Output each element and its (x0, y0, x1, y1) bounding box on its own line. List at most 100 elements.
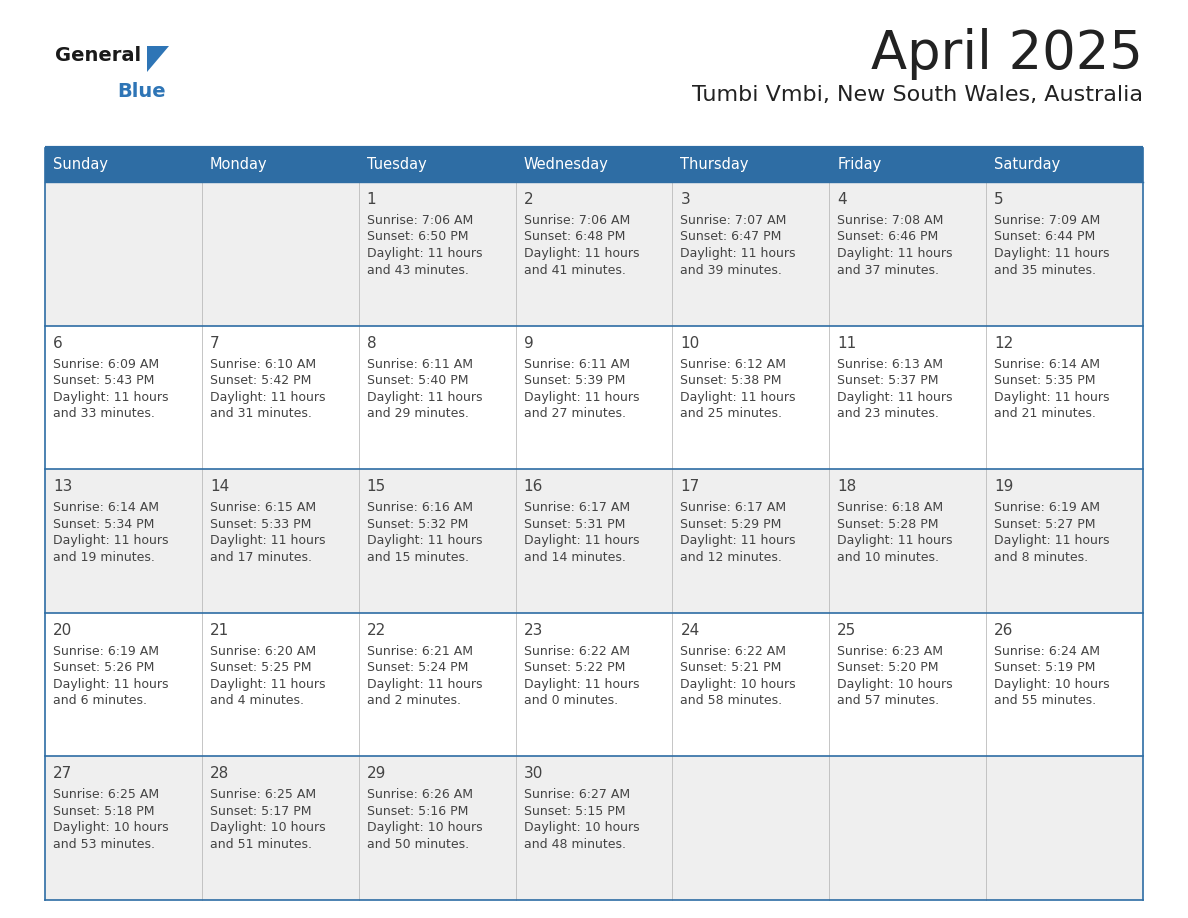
Text: Sunrise: 7:06 AM: Sunrise: 7:06 AM (524, 214, 630, 227)
Bar (45, 756, 202, 900)
Text: Sunset: 5:35 PM: Sunset: 5:35 PM (994, 375, 1095, 387)
Text: Sunrise: 6:19 AM: Sunrise: 6:19 AM (994, 501, 1100, 514)
Bar (986, 326, 1143, 469)
Text: Daylight: 10 hours: Daylight: 10 hours (838, 677, 953, 691)
Text: Sunset: 5:26 PM: Sunset: 5:26 PM (53, 661, 154, 675)
Text: Sunset: 5:27 PM: Sunset: 5:27 PM (994, 518, 1095, 531)
Text: and 2 minutes.: and 2 minutes. (367, 694, 461, 707)
Text: Sunrise: 6:20 AM: Sunrise: 6:20 AM (210, 644, 316, 658)
Text: Sunset: 6:44 PM: Sunset: 6:44 PM (994, 230, 1095, 243)
Text: Sunrise: 6:10 AM: Sunrise: 6:10 AM (210, 358, 316, 371)
Text: Sunrise: 7:07 AM: Sunrise: 7:07 AM (681, 214, 786, 227)
Text: Daylight: 11 hours: Daylight: 11 hours (994, 247, 1110, 260)
Text: Sunset: 5:19 PM: Sunset: 5:19 PM (994, 661, 1095, 675)
Text: Daylight: 10 hours: Daylight: 10 hours (210, 822, 326, 834)
Text: Sunset: 6:46 PM: Sunset: 6:46 PM (838, 230, 939, 243)
Text: Sunrise: 6:25 AM: Sunrise: 6:25 AM (210, 789, 316, 801)
Text: and 19 minutes.: and 19 minutes. (53, 551, 154, 564)
Bar (359, 182, 516, 326)
Text: and 4 minutes.: and 4 minutes. (210, 694, 304, 707)
Text: Daylight: 11 hours: Daylight: 11 hours (681, 247, 796, 260)
Bar (672, 326, 829, 469)
Text: and 50 minutes.: and 50 minutes. (367, 838, 469, 851)
Text: Sunset: 5:24 PM: Sunset: 5:24 PM (367, 661, 468, 675)
Text: Daylight: 11 hours: Daylight: 11 hours (681, 390, 796, 404)
Text: Sunrise: 6:14 AM: Sunrise: 6:14 AM (53, 501, 159, 514)
Text: and 55 minutes.: and 55 minutes. (994, 694, 1097, 707)
Text: 25: 25 (838, 622, 857, 638)
Bar (672, 756, 829, 900)
Text: Sunset: 5:22 PM: Sunset: 5:22 PM (524, 661, 625, 675)
Text: Sunset: 5:40 PM: Sunset: 5:40 PM (367, 375, 468, 387)
Text: Sunset: 5:39 PM: Sunset: 5:39 PM (524, 375, 625, 387)
Text: Sunset: 5:37 PM: Sunset: 5:37 PM (838, 375, 939, 387)
Text: Daylight: 10 hours: Daylight: 10 hours (681, 677, 796, 691)
Text: and 39 minutes.: and 39 minutes. (681, 263, 783, 276)
Bar (516, 469, 672, 613)
Text: and 8 minutes.: and 8 minutes. (994, 551, 1088, 564)
Text: Daylight: 11 hours: Daylight: 11 hours (210, 677, 326, 691)
Text: Sunrise: 6:19 AM: Sunrise: 6:19 AM (53, 644, 159, 658)
Text: and 53 minutes.: and 53 minutes. (53, 838, 154, 851)
Text: Sunrise: 6:12 AM: Sunrise: 6:12 AM (681, 358, 786, 371)
Text: Thursday: Thursday (681, 158, 748, 173)
Text: 5: 5 (994, 192, 1004, 207)
Text: 2: 2 (524, 192, 533, 207)
Text: and 37 minutes.: and 37 minutes. (838, 263, 940, 276)
Text: 22: 22 (367, 622, 386, 638)
Polygon shape (147, 46, 169, 72)
Text: 20: 20 (53, 622, 72, 638)
Text: Tuesday: Tuesday (367, 158, 426, 173)
Text: Sunrise: 6:17 AM: Sunrise: 6:17 AM (681, 501, 786, 514)
Text: Sunset: 6:50 PM: Sunset: 6:50 PM (367, 230, 468, 243)
Text: Saturday: Saturday (994, 158, 1061, 173)
Text: 7: 7 (210, 336, 220, 351)
Text: Sunrise: 6:16 AM: Sunrise: 6:16 AM (367, 501, 473, 514)
Text: Tumbi Vmbi, New South Wales, Australia: Tumbi Vmbi, New South Wales, Australia (691, 85, 1143, 105)
Text: Daylight: 11 hours: Daylight: 11 hours (210, 534, 326, 547)
Text: 15: 15 (367, 479, 386, 494)
Text: Sunset: 5:16 PM: Sunset: 5:16 PM (367, 805, 468, 818)
Bar (829, 148, 986, 182)
Text: Daylight: 11 hours: Daylight: 11 hours (210, 390, 326, 404)
Bar (829, 326, 986, 469)
Bar (516, 182, 672, 326)
Text: Sunset: 6:48 PM: Sunset: 6:48 PM (524, 230, 625, 243)
Text: Blue: Blue (116, 82, 165, 101)
Text: 23: 23 (524, 622, 543, 638)
Text: Sunrise: 6:09 AM: Sunrise: 6:09 AM (53, 358, 159, 371)
Text: and 15 minutes.: and 15 minutes. (367, 551, 469, 564)
Text: Daylight: 11 hours: Daylight: 11 hours (681, 534, 796, 547)
Text: Sunrise: 7:06 AM: Sunrise: 7:06 AM (367, 214, 473, 227)
Text: Daylight: 11 hours: Daylight: 11 hours (524, 247, 639, 260)
Bar (45, 182, 202, 326)
Text: and 23 minutes.: and 23 minutes. (838, 407, 940, 420)
Text: 13: 13 (53, 479, 72, 494)
Text: Sunrise: 6:15 AM: Sunrise: 6:15 AM (210, 501, 316, 514)
Text: and 10 minutes.: and 10 minutes. (838, 551, 940, 564)
Text: Sunrise: 6:21 AM: Sunrise: 6:21 AM (367, 644, 473, 658)
Bar (202, 756, 359, 900)
Text: 26: 26 (994, 622, 1013, 638)
Text: Daylight: 11 hours: Daylight: 11 hours (994, 534, 1110, 547)
Text: Sunrise: 6:26 AM: Sunrise: 6:26 AM (367, 789, 473, 801)
Text: and 48 minutes.: and 48 minutes. (524, 838, 626, 851)
Text: 24: 24 (681, 622, 700, 638)
Text: 17: 17 (681, 479, 700, 494)
Bar (45, 148, 202, 182)
Bar (45, 326, 202, 469)
Text: 27: 27 (53, 767, 72, 781)
Bar (829, 613, 986, 756)
Text: Daylight: 11 hours: Daylight: 11 hours (838, 247, 953, 260)
Text: 30: 30 (524, 767, 543, 781)
Text: Sunrise: 6:13 AM: Sunrise: 6:13 AM (838, 358, 943, 371)
Bar (672, 148, 829, 182)
Text: and 14 minutes.: and 14 minutes. (524, 551, 625, 564)
Text: Sunset: 5:21 PM: Sunset: 5:21 PM (681, 661, 782, 675)
Text: Monday: Monday (210, 158, 267, 173)
Text: April 2025: April 2025 (871, 28, 1143, 80)
Text: Sunrise: 6:11 AM: Sunrise: 6:11 AM (524, 358, 630, 371)
Text: Sunday: Sunday (53, 158, 108, 173)
Bar (829, 756, 986, 900)
Text: Sunrise: 6:22 AM: Sunrise: 6:22 AM (524, 644, 630, 658)
